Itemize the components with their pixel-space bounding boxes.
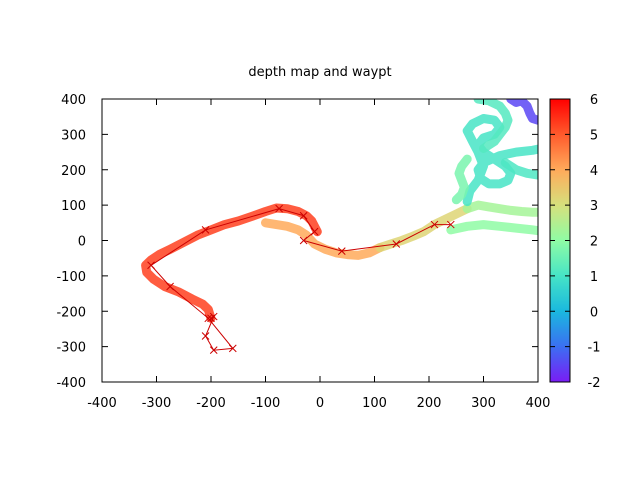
colorbar-tick-label-0: -2 [588,376,601,391]
depth-track-1 [261,218,385,260]
axes: -400 -300 -200 -100 0 100 200 300 400 -400 -300 -20… [56,93,550,411]
y-tick-label-3: -100 [56,270,86,285]
waypoint-marker-10 [299,211,308,220]
chart-title: depth map and waypt [248,65,391,80]
y-tick-label-0: -400 [56,376,86,391]
x-tick-label-5: 100 [362,396,387,411]
waypoint-marker-4 [228,344,237,353]
waypoint-marker-8 [201,226,210,234]
colorbar-tick-label-8: 6 [590,93,598,108]
y-tick-label-2: -200 [56,305,86,320]
colorbar-tick-label-5: 3 [590,199,598,214]
colorbar-tick-label-1: -1 [588,341,601,356]
waypoint-marker-2 [201,332,210,340]
depth-track-4 [446,220,538,236]
depth-track-9 [506,99,538,125]
x-tick-label-2: -200 [196,396,226,411]
waypoint-marker-7 [147,261,155,270]
depth-track-6 [473,99,513,153]
waypoint-marker-11 [310,227,319,236]
y-tick-label-4: 0 [78,235,86,250]
waypoint-marker-12 [299,236,308,245]
depth-track-3 [462,200,538,217]
depth-track-8 [500,158,538,180]
plot-area [141,99,538,355]
waypoint-marker-1 [209,312,218,321]
waypoint-marker-3 [209,346,218,355]
y-tick-label-1: -300 [56,341,86,356]
waypoint-marker-13 [337,247,346,255]
x-tick-label-4: 0 [316,396,324,411]
y-tick-label-8: 400 [61,93,86,108]
colorbar-tick-label-4: 2 [590,235,598,250]
x-tick-label-0: -400 [87,396,117,411]
waypoint-marker-15 [430,220,439,229]
colorbar-tick-label-6: 4 [590,164,598,179]
y-tick-label-7: 300 [61,128,86,143]
x-tick-label-7: 300 [471,396,496,411]
y-tick-label-6: 200 [61,164,86,179]
x-tick-label-1: -300 [142,396,172,411]
waypoint-marker-5 [204,314,213,323]
waypoint-marker-6 [166,282,174,291]
x-tick-label-6: 200 [417,396,442,411]
colorbar-tick-label-7: 5 [590,128,598,143]
colorbar-tick-label-3: 1 [590,270,598,285]
colorbar: -2 -1 0 1 2 3 4 5 6 [549,93,601,391]
x-tick-label-3: -100 [251,396,281,411]
waypoint-marker-16 [446,220,455,229]
waypoint-marker-9 [275,204,283,213]
waypoint-marker-14 [392,240,401,248]
colorbar-tick-label-2: 0 [590,305,598,320]
x-tick-label-8: 400 [526,396,551,411]
depth-track-7 [451,154,472,205]
y-tick-label-5: 100 [61,199,86,214]
